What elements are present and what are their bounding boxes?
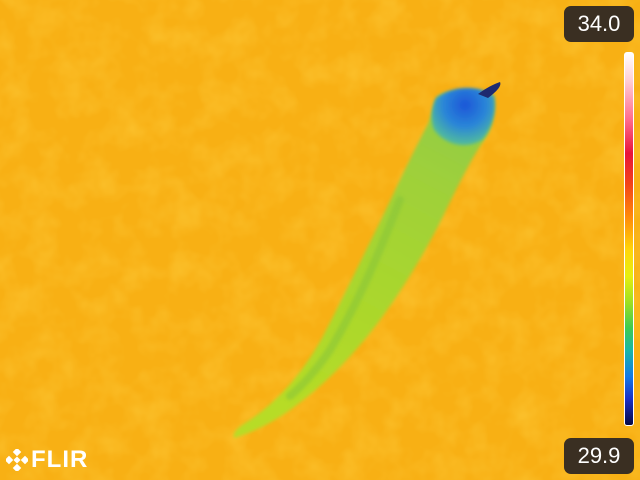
flir-logo-text: FLIR bbox=[31, 446, 89, 473]
flir-logo: FLIR bbox=[6, 446, 88, 474]
pepper-stem bbox=[478, 82, 501, 98]
temperature-min-label: 29.9 bbox=[564, 438, 634, 474]
pepper-shading bbox=[286, 196, 404, 400]
temperature-max-label: 34.0 bbox=[564, 6, 634, 42]
pepper-stem-end bbox=[431, 87, 495, 146]
pepper-body bbox=[233, 89, 495, 438]
temperature-scale-bar bbox=[624, 52, 634, 426]
flir-logo-icon bbox=[6, 449, 28, 471]
